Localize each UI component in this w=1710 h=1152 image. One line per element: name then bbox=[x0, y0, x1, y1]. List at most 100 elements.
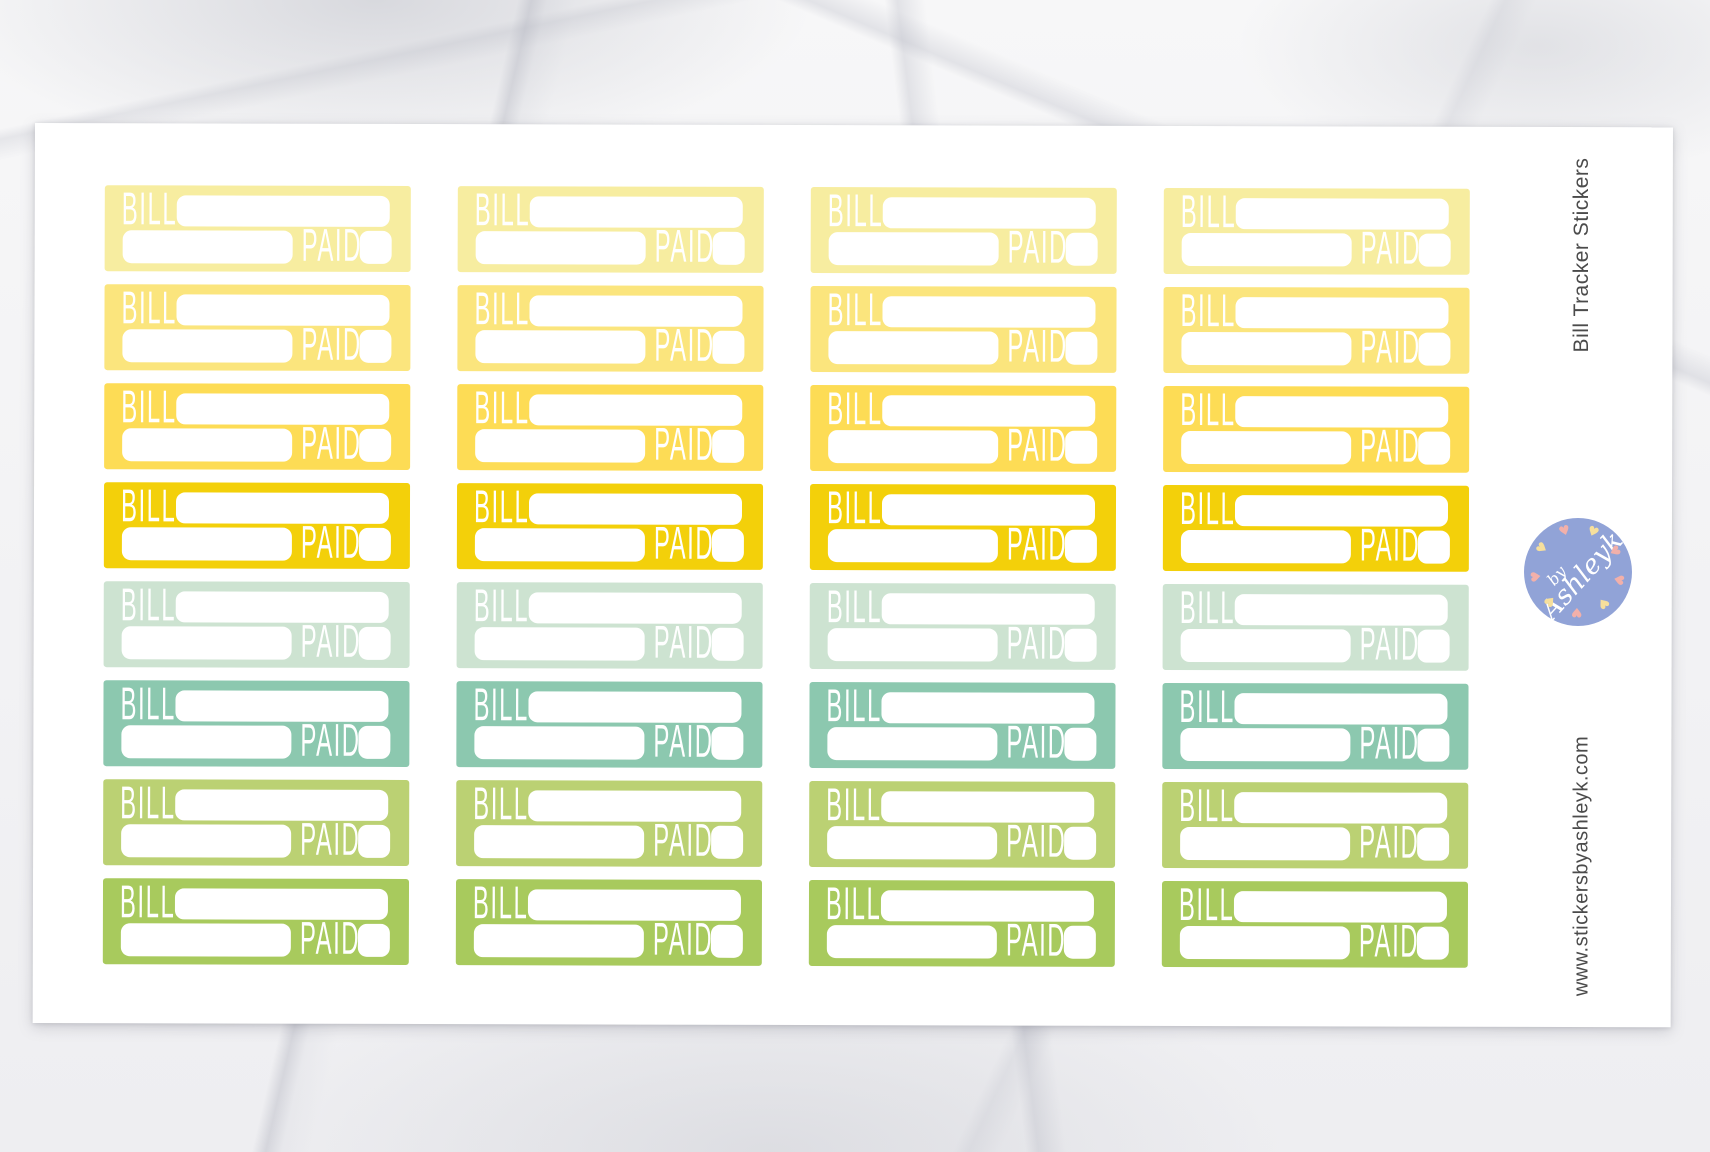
paid-checkbox bbox=[1064, 826, 1097, 860]
paid-checkbox bbox=[358, 527, 391, 561]
paid-checkbox bbox=[711, 825, 744, 859]
bill-label: BILL bbox=[826, 778, 882, 831]
bill-sticker-gold-1: BILL PAID bbox=[103, 479, 411, 569]
website-url: www.stickersbyashleyk.com bbox=[1570, 735, 1593, 997]
amount-field bbox=[826, 925, 997, 959]
paid-label: PAID bbox=[1360, 419, 1421, 472]
paid-label: PAID bbox=[300, 812, 361, 865]
bill-sticker-light-green-3: BILL PAID bbox=[809, 778, 1116, 868]
bill-label: BILL bbox=[121, 182, 178, 235]
paid-checkbox bbox=[358, 725, 391, 759]
bill-sticker-green-4: BILL PAID bbox=[1161, 877, 1469, 968]
paid-label: PAID bbox=[653, 813, 714, 866]
paid-label: PAID bbox=[1359, 815, 1420, 868]
bill-sticker-pale-mint-3: BILL PAID bbox=[809, 580, 1116, 670]
bill-sticker-green-2: BILL PAID bbox=[455, 876, 763, 966]
bill-label: BILL bbox=[473, 777, 529, 830]
paid-checkbox bbox=[1065, 430, 1098, 464]
bill-label: BILL bbox=[474, 183, 531, 236]
paid-checkbox bbox=[358, 626, 391, 660]
amount-field bbox=[827, 628, 998, 662]
paid-label: PAID bbox=[1006, 517, 1068, 570]
bill-label: BILL bbox=[1179, 481, 1236, 535]
paid-checkbox bbox=[712, 231, 745, 265]
bill-sticker-light-green-4: BILL PAID bbox=[1162, 779, 1469, 869]
bill-sticker-green-3: BILL PAID bbox=[808, 877, 1116, 967]
bill-label: BILL bbox=[1180, 382, 1236, 436]
heart-icon: ♥ bbox=[1593, 593, 1613, 613]
bill-label: BILL bbox=[119, 875, 176, 928]
bill-label: BILL bbox=[121, 380, 177, 433]
bill-sticker-pale-mint-2: BILL PAID bbox=[456, 579, 763, 669]
paid-label: PAID bbox=[1360, 320, 1421, 373]
paid-checkbox bbox=[358, 824, 391, 858]
amount-field bbox=[121, 626, 292, 660]
paid-checkbox bbox=[1418, 332, 1451, 366]
paid-checkbox bbox=[1064, 529, 1097, 563]
sticker-sheet: BILL PAID BILL PAID BILL PAID BILL PAID BILL PAID… bbox=[32, 123, 1673, 1028]
amount-field bbox=[1179, 926, 1350, 960]
brand-logo: by Ashleyk ♥ ♥ ♥ ♥ ♥ ♥ ♥ ♥ ♥ bbox=[1524, 518, 1632, 626]
bill-label: BILL bbox=[1179, 580, 1236, 634]
amount-field bbox=[473, 924, 644, 958]
amount-field bbox=[474, 825, 645, 859]
bill-sticker-mint-green-4: BILL PAID bbox=[1162, 680, 1469, 770]
paid-label: PAID bbox=[654, 318, 715, 371]
paid-label: PAID bbox=[653, 714, 714, 767]
paid-checkbox bbox=[359, 428, 392, 462]
bill-sticker-light-yellow-1: BILL PAID bbox=[104, 281, 411, 371]
paid-label: PAID bbox=[300, 614, 362, 667]
paid-label: PAID bbox=[1360, 221, 1422, 274]
amount-field bbox=[120, 923, 291, 957]
bill-label: BILL bbox=[120, 776, 176, 829]
amount-field bbox=[827, 529, 998, 563]
paid-checkbox bbox=[1417, 530, 1450, 564]
bill-sticker-pale-yellow-2: BILL PAID bbox=[457, 183, 764, 273]
bill-label: BILL bbox=[1180, 283, 1237, 337]
bill-label: BILL bbox=[120, 479, 177, 532]
heart-icon: ♥ bbox=[1528, 569, 1546, 584]
paid-label: PAID bbox=[1007, 319, 1068, 372]
heart-icon: ♥ bbox=[1609, 571, 1627, 587]
bill-sticker-mint-green-1: BILL PAID bbox=[103, 677, 410, 767]
paid-checkbox bbox=[1063, 925, 1096, 959]
amount-field bbox=[121, 725, 292, 759]
bill-sticker-gold-4: BILL PAID bbox=[1162, 481, 1470, 572]
bill-label: BILL bbox=[120, 677, 177, 730]
paid-checkbox bbox=[1417, 728, 1450, 762]
bill-label: BILL bbox=[827, 283, 884, 336]
paid-checkbox bbox=[711, 528, 744, 562]
paid-label: PAID bbox=[300, 713, 361, 766]
paid-checkbox bbox=[1418, 431, 1451, 465]
amount-field bbox=[828, 232, 999, 266]
bill-label: BILL bbox=[120, 578, 177, 631]
bill-sticker-pale-yellow-4: BILL PAID bbox=[1163, 185, 1470, 275]
paid-label: PAID bbox=[1006, 814, 1067, 867]
amount-field bbox=[121, 527, 292, 561]
bill-label: BILL bbox=[473, 678, 530, 731]
amount-field bbox=[122, 329, 293, 363]
amount-field bbox=[1180, 827, 1351, 861]
paid-checkbox bbox=[1064, 628, 1097, 662]
amount-field bbox=[474, 627, 645, 661]
paid-checkbox bbox=[712, 429, 745, 463]
bill-sticker-yellow-1: BILL PAID bbox=[104, 380, 411, 470]
paid-checkbox bbox=[712, 330, 745, 364]
amount-field bbox=[475, 330, 646, 364]
bill-sticker-mint-green-3: BILL PAID bbox=[809, 679, 1116, 769]
amount-field bbox=[1181, 431, 1352, 465]
paid-label: PAID bbox=[1007, 220, 1069, 273]
amount-field bbox=[827, 826, 998, 860]
bill-label: BILL bbox=[473, 579, 530, 632]
paid-checkbox bbox=[1417, 629, 1450, 663]
sticker-grid: BILL PAID BILL PAID BILL PAID BILL PAID BILL PAID… bbox=[102, 182, 1470, 968]
paid-label: PAID bbox=[654, 417, 715, 470]
bill-label: BILL bbox=[1178, 877, 1235, 931]
paid-label: PAID bbox=[301, 317, 362, 370]
paid-label: PAID bbox=[1005, 913, 1067, 966]
bill-label: BILL bbox=[825, 877, 882, 930]
heart-icon: ♥ bbox=[1533, 539, 1553, 558]
bill-sticker-pale-mint-4: BILL PAID bbox=[1162, 580, 1469, 671]
amount-field bbox=[1181, 332, 1352, 366]
bill-label: BILL bbox=[472, 876, 529, 929]
